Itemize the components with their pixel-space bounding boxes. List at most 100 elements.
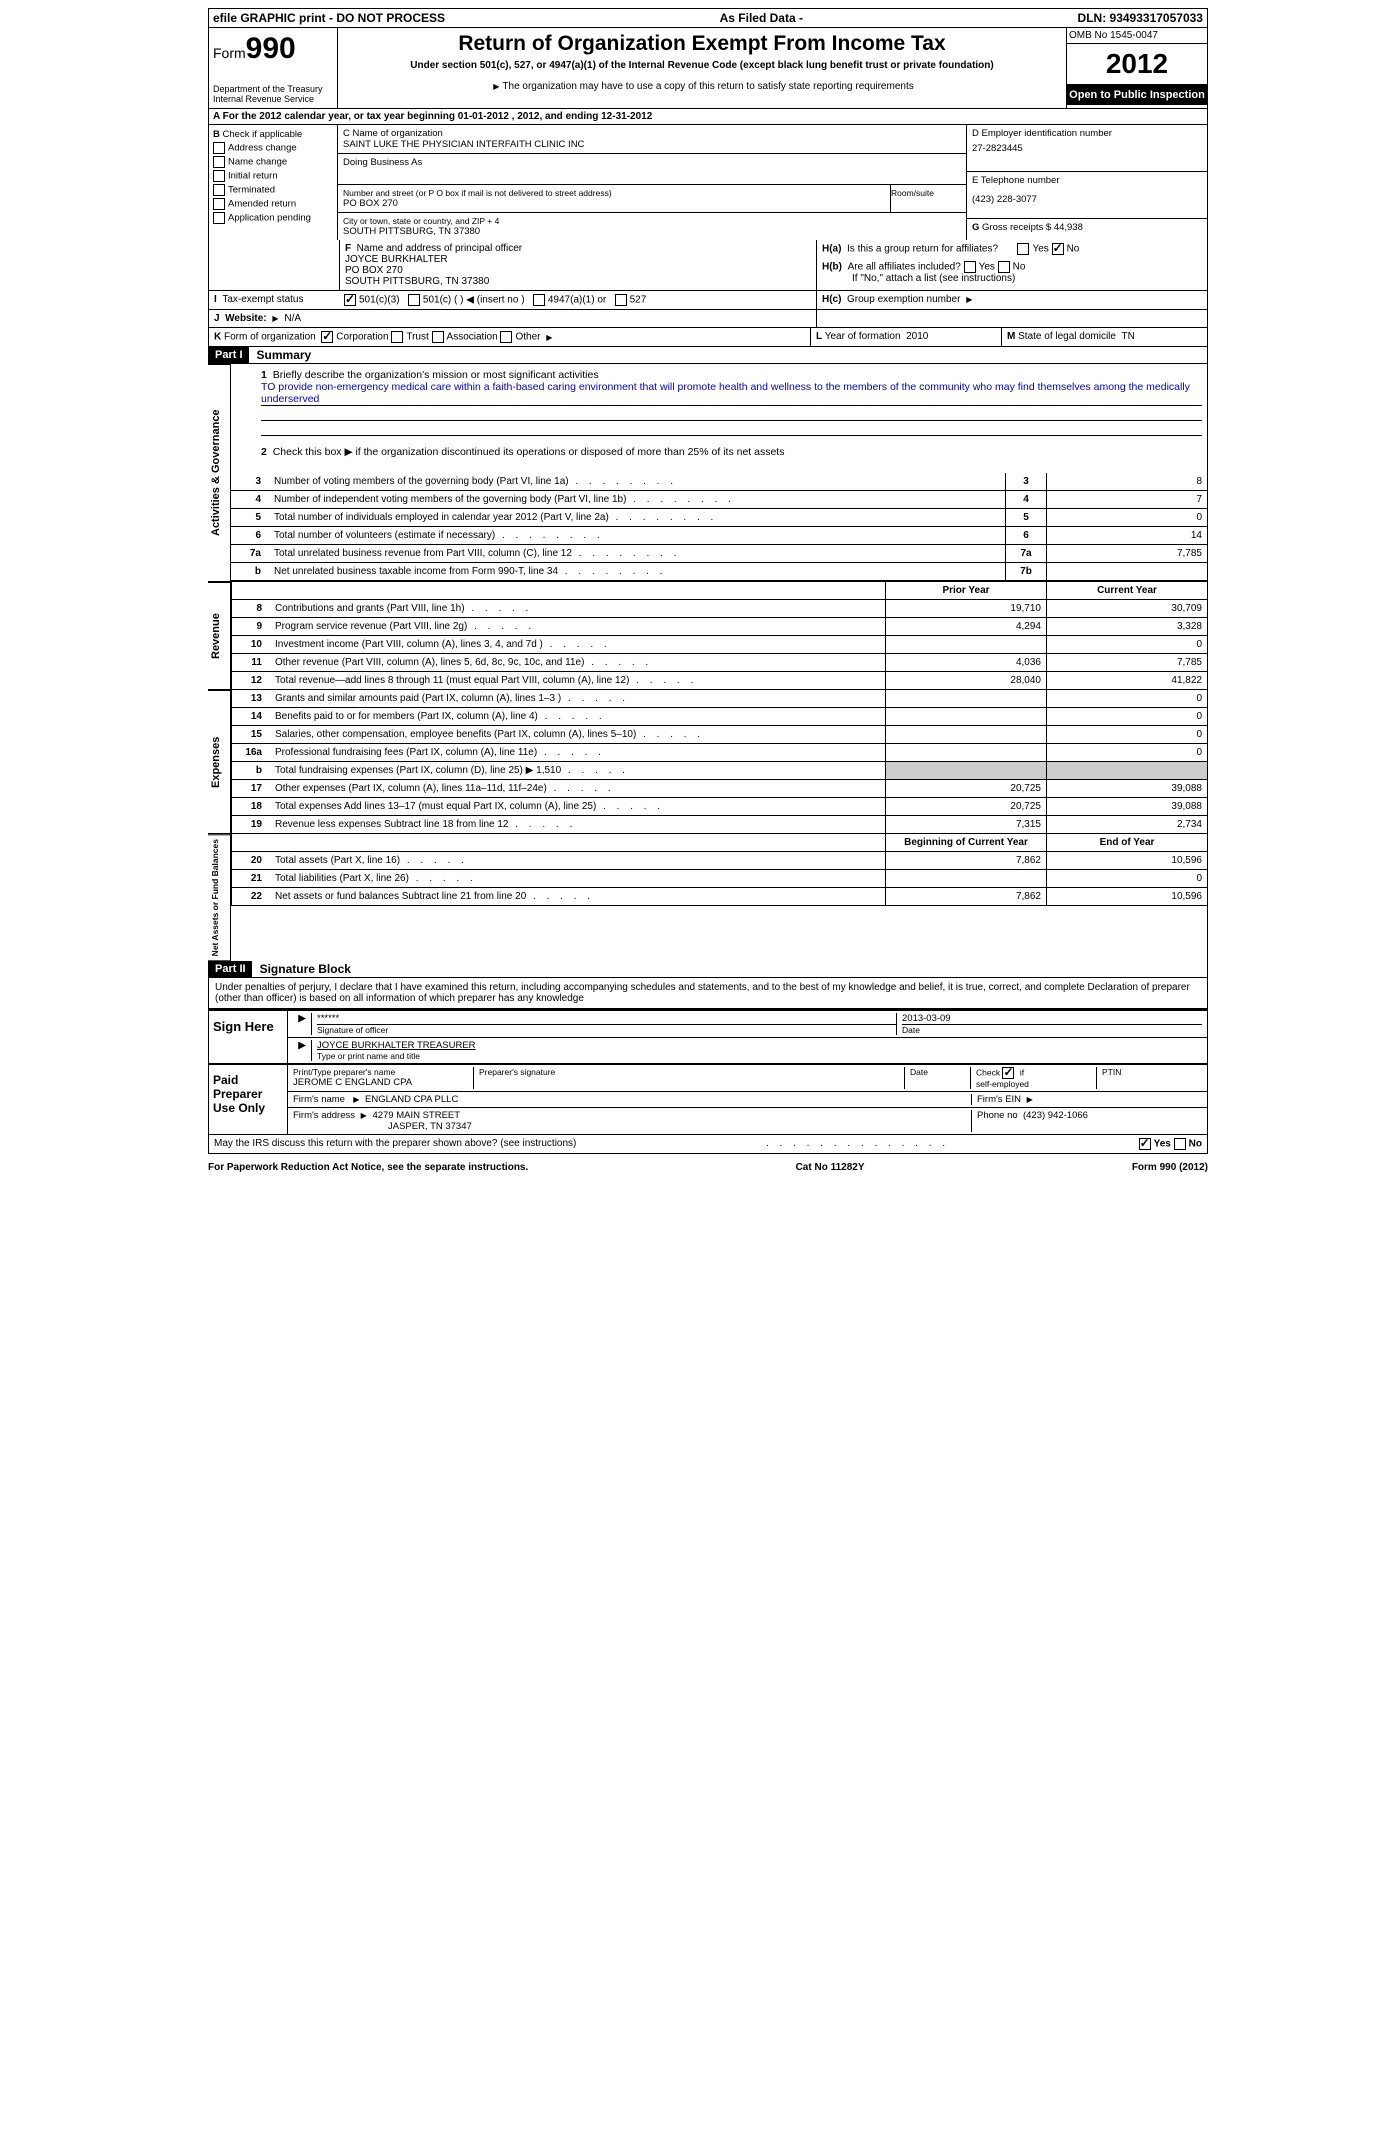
table-row: 22 Net assets or fund balances Subtract … <box>232 888 1208 906</box>
city-label: City or town, state or country, and ZIP … <box>343 216 961 226</box>
website: N/A <box>284 313 301 324</box>
g-label: G <box>972 222 979 233</box>
city: SOUTH PITTSBURG, TN 37380 <box>343 226 961 237</box>
ptin-label: PTIN <box>1097 1067 1202 1089</box>
row-i: I Tax-exempt status 501(c)(3) 501(c) ( )… <box>208 291 1208 310</box>
hb-no-checkbox[interactable] <box>998 261 1010 273</box>
sig-officer-label: Signature of officer <box>317 1024 896 1035</box>
table-row: 7a Total unrelated business revenue from… <box>231 545 1207 563</box>
527-checkbox[interactable] <box>615 294 627 306</box>
table-row: 9 Program service revenue (Part VIII, li… <box>232 618 1208 636</box>
sig-name: JOYCE BURKHALTER TREASURER <box>317 1040 1202 1051</box>
row-j: J Website: N/A <box>208 310 1208 328</box>
sig-date: 2013-03-09 <box>902 1013 1202 1024</box>
name-change-checkbox[interactable] <box>213 156 225 168</box>
hb-text: Are all affiliates included? <box>848 262 961 273</box>
opt-assoc: Association <box>447 332 498 343</box>
ha-yes-checkbox[interactable] <box>1017 243 1029 255</box>
header: Form990 Department of the Treasury Inter… <box>208 28 1208 109</box>
b-label: B <box>213 129 220 140</box>
yes: Yes <box>1154 1139 1171 1150</box>
expenses-section: Expenses 13 Grants and similar amounts p… <box>208 690 1208 834</box>
no: No <box>1189 1139 1202 1150</box>
firm-name-label: Firm's name <box>293 1094 345 1105</box>
discuss-no-checkbox[interactable] <box>1174 1138 1186 1150</box>
year-formation: 2010 <box>906 331 928 342</box>
side-rev: Revenue <box>208 582 231 690</box>
paid-prep-label: Paid Preparer Use Only <box>209 1065 288 1134</box>
officer-addr2: SOUTH PITTSBURG, TN 37380 <box>345 276 489 287</box>
side-net: Net Assets or Fund Balances <box>208 834 231 961</box>
hb-yes-checkbox[interactable] <box>964 261 976 273</box>
open-public: Open to Public Inspection <box>1067 85 1207 105</box>
firm-addr: 4279 MAIN STREET <box>372 1110 460 1121</box>
row-fh: F Name and address of principal officer … <box>208 240 1208 291</box>
rev-table: Prior Year Current Year 8 Contributions … <box>231 582 1207 690</box>
self-emp-checkbox[interactable] <box>1002 1067 1014 1079</box>
l-label: L <box>816 331 822 342</box>
ein-label: D Employer identification number <box>972 128 1202 139</box>
part2-header: Part II <box>209 961 252 977</box>
sig-name-label: Type or print name and title <box>317 1051 1202 1061</box>
insert-no: (insert no ) <box>477 295 525 306</box>
part2-title: Signature Block <box>252 962 351 976</box>
form-number: 990 <box>246 32 296 65</box>
hb-note: If "No," attach a list (see instructions… <box>822 273 1202 284</box>
side-ag: Activities & Governance <box>208 364 231 582</box>
section-a: A For the 2012 calendar year, or tax yea… <box>208 109 1208 125</box>
q2: Check this box ▶ if the organization dis… <box>273 446 785 458</box>
info-grid: B Check if applicable Address change Nam… <box>208 125 1208 240</box>
subtitle: Under section 501(c), 527, or 4947(a)(1)… <box>342 60 1062 71</box>
ha-label: H(a) <box>822 244 841 255</box>
discuss-yes-checkbox[interactable] <box>1139 1138 1151 1150</box>
table-row: 6 Total number of volunteers (estimate i… <box>231 527 1207 545</box>
prep-name-label: Print/Type preparer's name <box>293 1067 473 1077</box>
prep-name: JEROME C ENGLAND CPA <box>293 1077 473 1088</box>
ag-table: 3 Number of voting members of the govern… <box>231 473 1207 581</box>
table-row: 17 Other expenses (Part IX, column (A), … <box>232 780 1208 798</box>
b-text: Check if applicable <box>223 129 303 140</box>
initial-return-checkbox[interactable] <box>213 170 225 182</box>
g-text: Gross receipts $ <box>982 222 1051 233</box>
table-row: 18 Total expenses Add lines 13–17 (must … <box>232 798 1208 816</box>
firm-name: ENGLAND CPA PLLC <box>365 1094 458 1105</box>
omb: OMB No 1545-0047 <box>1067 28 1207 44</box>
dba-label: Doing Business As <box>343 157 961 168</box>
end-year-header: End of Year <box>1047 834 1208 852</box>
form-label: Form <box>213 45 246 61</box>
address-change-checkbox[interactable] <box>213 142 225 154</box>
other-checkbox[interactable] <box>500 331 512 343</box>
firm-addr-label: Firm's address <box>293 1110 355 1121</box>
current-year-header: Current Year <box>1047 582 1208 600</box>
firm-ein-label: Firm's EIN <box>977 1094 1021 1105</box>
app-pending-checkbox[interactable] <box>213 212 225 224</box>
form-990-page: efile GRAPHIC print - DO NOT PROCESS As … <box>208 8 1208 1173</box>
opt-corp: Corporation <box>336 332 388 343</box>
trust-checkbox[interactable] <box>391 331 403 343</box>
f-text: Name and address of principal officer <box>357 243 522 254</box>
table-row: 13 Grants and similar amounts paid (Part… <box>232 690 1208 708</box>
org-name-label: C Name of organization <box>343 128 961 139</box>
net-table: Beginning of Current Year End of Year 20… <box>231 834 1207 906</box>
table-row: 16a Professional fundraising fees (Part … <box>232 744 1208 762</box>
ha-no-checkbox[interactable] <box>1052 243 1064 255</box>
4947-checkbox[interactable] <box>533 294 545 306</box>
name-change: Name change <box>228 157 287 168</box>
sig-stars: ****** <box>317 1013 896 1024</box>
501c-checkbox[interactable] <box>408 294 420 306</box>
prep-sig-label: Preparer's signature <box>474 1067 905 1089</box>
corp-checkbox[interactable] <box>321 331 333 343</box>
sign-here-block: Sign Here ▶ ****** Signature of officer … <box>208 1009 1208 1064</box>
phone: (423) 228-3077 <box>972 194 1202 205</box>
501c3-checkbox[interactable] <box>344 294 356 306</box>
sign-here-label: Sign Here <box>209 1011 288 1063</box>
assoc-checkbox[interactable] <box>432 331 444 343</box>
row-klm: K Form of organization Corporation Trust… <box>208 328 1208 347</box>
amended-checkbox[interactable] <box>213 198 225 210</box>
terminated-checkbox[interactable] <box>213 184 225 196</box>
room-label: Room/suite <box>886 188 961 209</box>
part1-header: Part I <box>209 347 249 363</box>
as-filed: As Filed Data - <box>720 11 803 25</box>
officer-addr1: PO BOX 270 <box>345 265 403 276</box>
street-label: Number and street (or P O box if mail is… <box>343 188 885 198</box>
